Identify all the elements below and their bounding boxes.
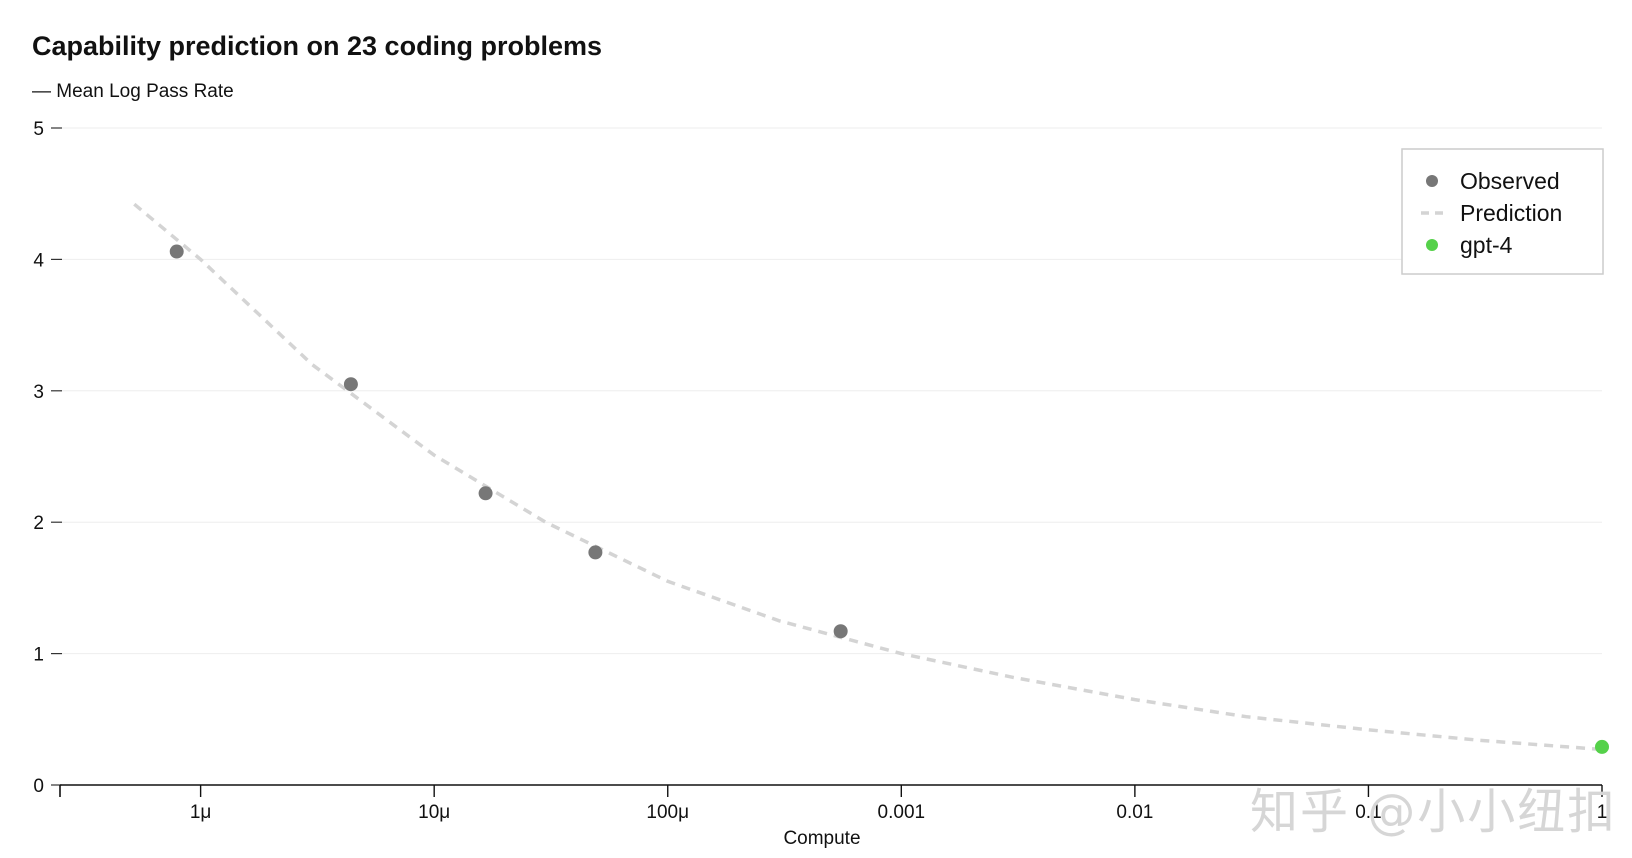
y-tick-label: 3 bbox=[33, 382, 44, 403]
prediction-line bbox=[133, 202, 1603, 752]
x-axis-label: Compute bbox=[783, 828, 860, 849]
observed-point bbox=[169, 244, 184, 259]
legend-marker bbox=[1426, 239, 1438, 251]
watermark: 知乎 @小小纽扣 bbox=[1250, 784, 1618, 840]
x-tick-label: 0.001 bbox=[878, 802, 926, 823]
observed-point bbox=[588, 545, 603, 560]
legend-label: Prediction bbox=[1460, 200, 1562, 226]
observed-point bbox=[833, 624, 848, 639]
gpt4-point bbox=[1595, 739, 1609, 754]
grid-layer bbox=[60, 127, 1602, 655]
legend-marker bbox=[1426, 175, 1438, 187]
x-tick-label: 100μ bbox=[646, 802, 689, 823]
legend: Observed Prediction gpt-4 bbox=[1401, 148, 1604, 275]
series-layer bbox=[133, 202, 1609, 754]
y-tick-label: 1 bbox=[33, 645, 44, 666]
legend-label: Observed bbox=[1460, 168, 1560, 194]
x-tick-label: 1 bbox=[1597, 802, 1608, 823]
legend-label: gpt-4 bbox=[1460, 232, 1513, 258]
chart-subtitle: — Mean Log Pass Rate bbox=[32, 81, 234, 102]
x-tick-label: 10μ bbox=[418, 802, 450, 823]
x-tick-label: 0.01 bbox=[1116, 802, 1153, 823]
chart-title: Capability prediction on 23 coding probl… bbox=[32, 31, 603, 61]
y-tick-label: 2 bbox=[33, 513, 44, 534]
x-tick-label: 0.1 bbox=[1355, 802, 1381, 823]
x-tick-label: 1μ bbox=[190, 802, 212, 823]
axis-layer: 0 1 2 3 4 5 1μ 10μ 100μ 0.001 0.01 0.1 1 Compute bbox=[33, 119, 1607, 849]
observed-point bbox=[343, 377, 358, 392]
y-tick-label: 5 bbox=[33, 119, 44, 140]
y-tick-label: 0 bbox=[33, 776, 44, 797]
observed-point bbox=[478, 486, 493, 501]
y-tick-label: 4 bbox=[33, 250, 44, 271]
